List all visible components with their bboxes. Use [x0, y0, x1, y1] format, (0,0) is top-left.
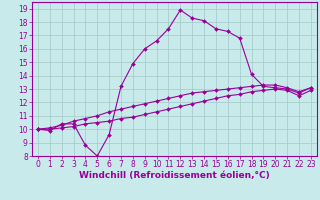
X-axis label: Windchill (Refroidissement éolien,°C): Windchill (Refroidissement éolien,°C)	[79, 171, 270, 180]
